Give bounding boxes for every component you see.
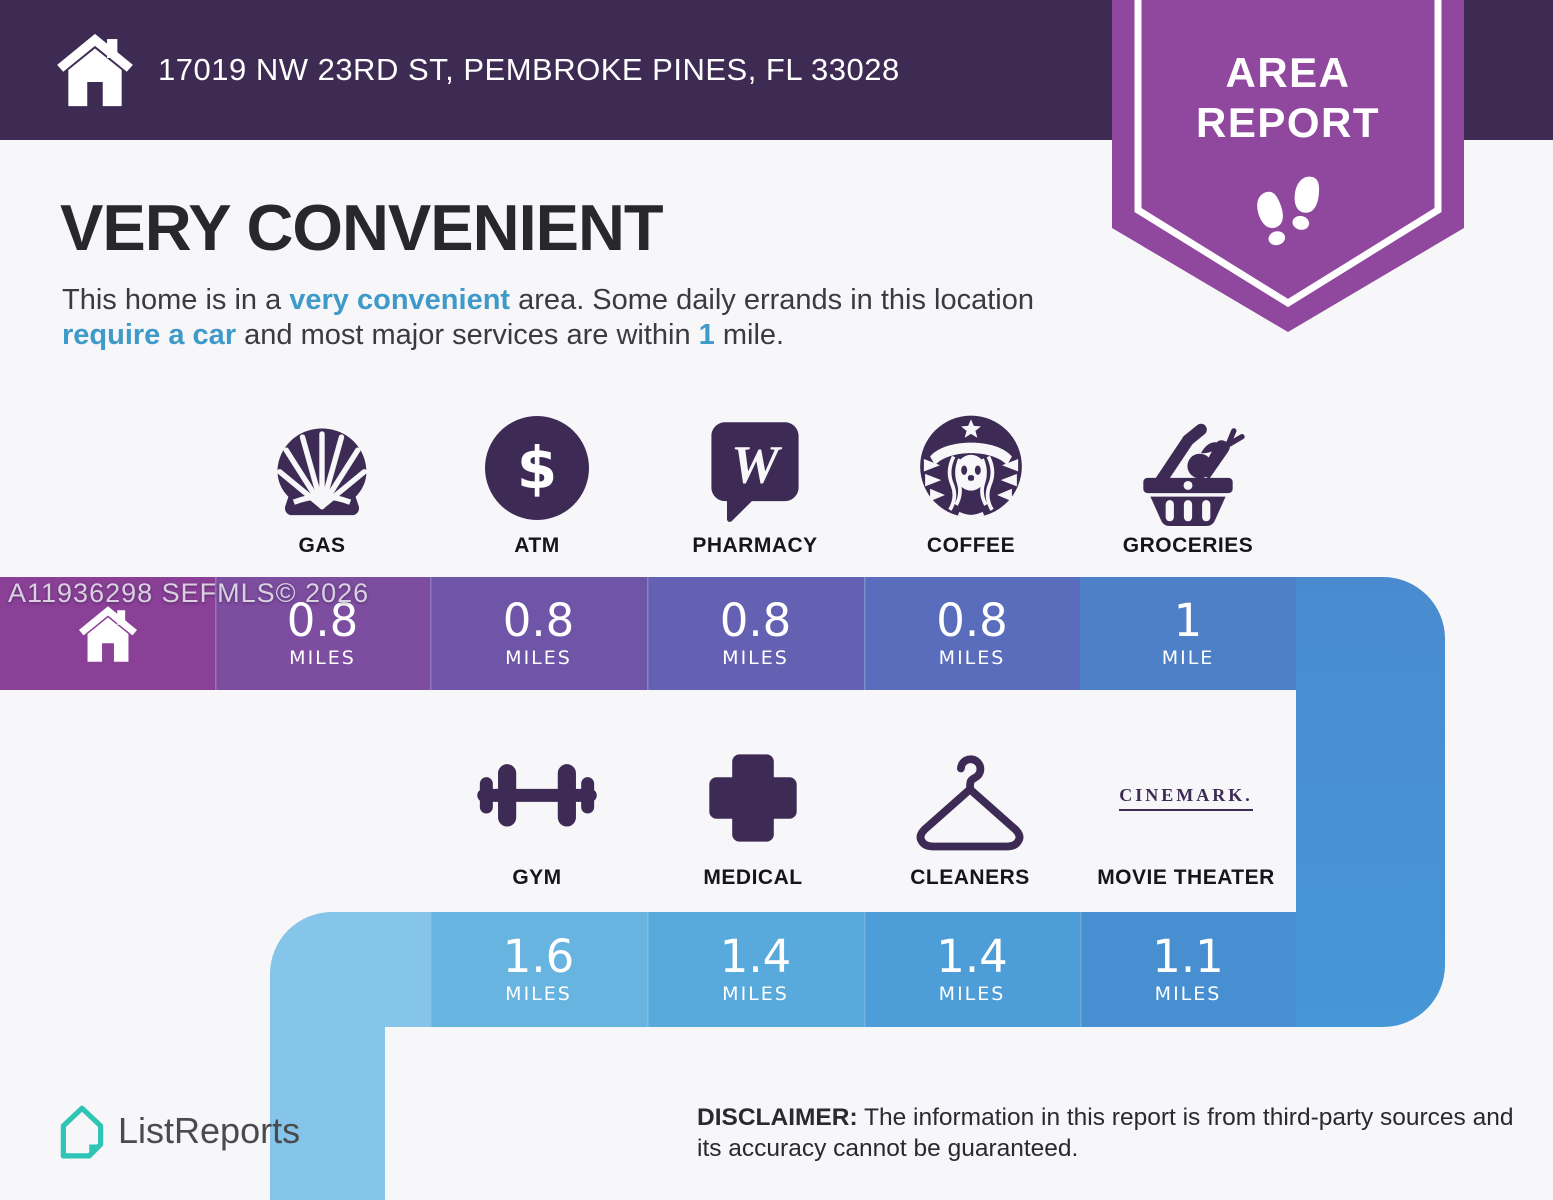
distance-value: 1.4 [719, 930, 792, 983]
poi-gym [427, 742, 647, 854]
home-segment [0, 577, 215, 690]
grocery-basket-icon [1143, 423, 1245, 526]
distance-segment-coffee: 0.8 MILES [864, 577, 1080, 690]
distance-value: 1.4 [936, 930, 1008, 983]
poi-medical [643, 742, 863, 854]
listreports-wordmark: ListReports [118, 1110, 301, 1151]
area-report-badge [1112, 0, 1464, 332]
poi-pharmacy: W [680, 400, 830, 526]
distance-segment-medical: 1.4 MILES [647, 912, 864, 1027]
distance-unit: MILES [289, 647, 356, 669]
distance-band-row1: 0.8 MILES 0.8 MILES 0.8 MILES 0.8 MILES … [0, 577, 1296, 690]
property-address: 17019 NW 23RD ST, PEMBROKE PINES, FL 330… [158, 52, 900, 87]
distance-band-row2: 1.6 MILES 1.4 MILES 1.4 MILES 1.1 MILES [270, 912, 1296, 1027]
footprints-icon [1257, 176, 1320, 246]
distance-value: 1.6 [502, 930, 575, 983]
middle-island [0, 690, 1296, 912]
right-connector [1296, 577, 1445, 1027]
medical-cross-icon [709, 754, 797, 842]
walgreens-pharmacy-icon: W [711, 422, 799, 522]
distance-unit: MILES [938, 983, 1006, 1005]
distance-unit: MILES [938, 647, 1006, 669]
badge-title: AREA REPORT [1112, 48, 1464, 148]
disclaimer-label: DISCLAIMER: [697, 1104, 858, 1131]
starbucks-coffee-icon [920, 415, 1022, 519]
distance-segment-cleaners: 1.4 MILES [864, 912, 1080, 1027]
disclaimer-body: The information in this report is from t… [697, 1104, 1514, 1162]
poi-label-pharmacy: PHARMACY [692, 534, 818, 557]
poi-label-gym: GYM [512, 866, 562, 889]
poi-label-movie-theater: MOVIE THEATER [1097, 866, 1275, 889]
desc-highlight-require-car: require a car [62, 319, 237, 351]
distance-segment-groceries: 1 MILE [1080, 577, 1296, 690]
dumbbell-gym-icon [477, 764, 597, 827]
distance-unit: MILE [1161, 647, 1215, 669]
distance-segment-movie: 1.1 MILES [1080, 912, 1296, 1027]
badge-title-line2: REPORT [1195, 99, 1380, 146]
distance-value: 0.8 [286, 594, 359, 647]
disclaimer: DISCLAIMER: The information in this repo… [697, 1102, 1517, 1164]
distance-value: 0.8 [936, 594, 1008, 647]
poi-label-groceries: GROCERIES [1122, 534, 1254, 557]
distance-unit: MILES [722, 983, 789, 1005]
poi-label-cleaners: CLEANERS [910, 866, 1030, 889]
poi-label-gas: GAS [298, 534, 346, 557]
poi-label-medical: MEDICAL [703, 866, 803, 889]
distance-unit: MILES [505, 983, 572, 1005]
poi-label-atm: ATM [514, 534, 560, 557]
walkability-description: This home is in a very convenient area. … [62, 283, 1102, 353]
distance-unit: MILES [1154, 983, 1222, 1005]
poi-cleaners [860, 742, 1080, 854]
hanger-cleaners-icon [916, 755, 1024, 851]
badge-title-line1: AREA [1225, 49, 1351, 96]
atm-dollar-icon: $ [485, 416, 589, 520]
bottom-island [385, 1027, 1445, 1200]
poi-atm: $ [462, 400, 612, 526]
mls-watermark: A11936298 SEFMLS© 2026 [8, 578, 370, 608]
distance-value: 0.8 [719, 594, 792, 647]
poi-movie-theater: CINEMARK. [1076, 742, 1296, 854]
left-connector-strip [270, 1025, 385, 1200]
distance-segment-gas: 0.8 MILES [215, 577, 430, 690]
page-title: VERY CONVENIENT [60, 191, 664, 264]
dollar-sign: $ [516, 434, 558, 502]
desc-text: mile. [714, 319, 785, 351]
distance-unit: MILES [722, 647, 789, 669]
poi-label-coffee: COFFEE [926, 534, 1016, 557]
distance-segment-gym: 1.6 MILES [430, 912, 647, 1027]
header-home-icon [57, 33, 133, 107]
desc-highlight-one: 1 [698, 319, 715, 351]
desc-highlight-very-convenient: very convenient [289, 284, 511, 316]
shell-gas-icon [277, 428, 367, 516]
poi-coffee [896, 398, 1046, 526]
distance-value: 0.8 [502, 594, 575, 647]
distance-segment-atm: 0.8 MILES [430, 577, 647, 690]
poi-groceries [1113, 400, 1263, 526]
distance-unit: MILES [505, 647, 572, 669]
desc-text: and most major services are within [236, 319, 699, 351]
desc-text: This home is in a [62, 284, 290, 316]
distance-segment-pharmacy: 0.8 MILES [647, 577, 864, 690]
home-icon [78, 605, 137, 662]
desc-text: area. Some daily errands in this locatio… [510, 284, 1034, 316]
band2-curve-piece [270, 912, 430, 1027]
listreports-logo: ListReports [58, 1102, 300, 1160]
distance-value: 1 [1173, 594, 1203, 647]
listreports-house-icon [60, 1105, 104, 1159]
svg-text:W: W [731, 434, 783, 494]
cinemark-wordmark: CINEMARK. [1119, 785, 1253, 811]
poi-gas [247, 400, 397, 526]
distance-value: 1.1 [1152, 930, 1224, 983]
